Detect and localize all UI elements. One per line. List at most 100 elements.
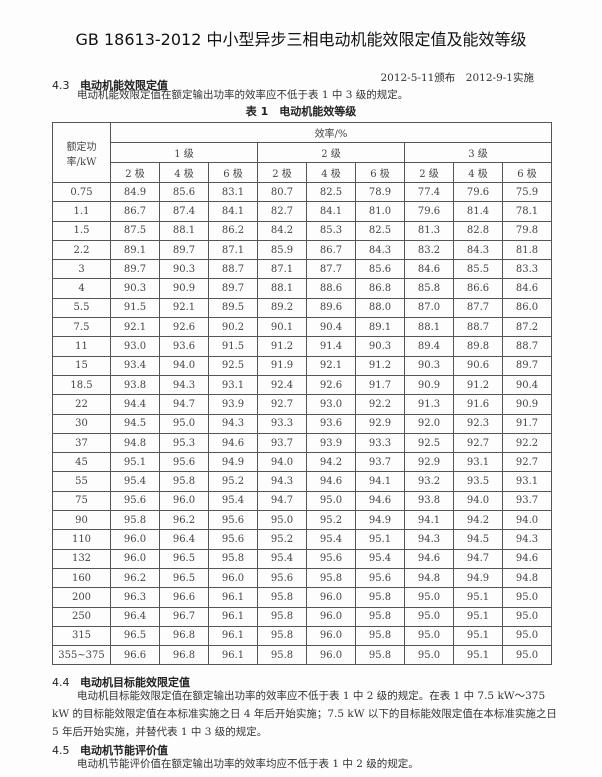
efficiency-cell: 96.6 <box>110 645 160 666</box>
efficiency-cell: 81.8 <box>502 239 552 261</box>
section-4-4-heading: 4.4 电动机目标能效限定值 <box>52 674 190 690</box>
efficiency-cell: 92.5 <box>404 432 454 454</box>
pole-header: 2 极 <box>110 162 160 183</box>
document-title: GB 18613-2012 中小型异步三相电动机能效限定值及能效等级 <box>75 30 527 49</box>
efficiency-cell: 82.7 <box>257 201 307 222</box>
section-4-4-text: 电动机目标能效限定值在额定输出功率的效率应不低于表 1 中 2 级的规定。在表 … <box>52 687 557 741</box>
power-cell: 0.75 <box>52 181 111 203</box>
table-row: 160 96.2 96.5 96.0 95.6 95.8 95.6 94.8 94.9 94.8 <box>52 567 552 589</box>
efficiency-cell: 94.3 <box>404 529 454 550</box>
table-row: 1.5 87.5 88.1 86.2 84.2 85.3 82.5 81.3 82.8 79.8 <box>52 220 552 241</box>
efficiency-cell: 93.7 <box>355 452 405 473</box>
efficiency-cell: 91.7 <box>355 374 405 396</box>
efficiency-cell: 94.3 <box>502 529 552 550</box>
grade-header: 3 级 <box>404 142 552 163</box>
section-number: 4.5 <box>52 744 70 757</box>
power-cell: 110 <box>52 529 111 550</box>
efficiency-cell: 95.2 <box>257 529 307 550</box>
efficiency-cell: 96.7 <box>159 606 209 627</box>
section-4-3-text: 电动机能效限定值在额定输出功率的效率应不低于表 1 中 3 级的规定。 <box>52 86 557 104</box>
power-cell: 75 <box>52 490 111 512</box>
efficiency-cell: 95.6 <box>355 567 405 589</box>
efficiency-cell: 95.6 <box>208 510 258 531</box>
pole-header: 6 极 <box>208 162 258 183</box>
section-number: 4.4 <box>52 676 70 689</box>
efficiency-cell: 81.3 <box>404 220 454 241</box>
efficiency-cell: 96.0 <box>306 587 356 608</box>
efficiency-cell: 96.1 <box>208 625 258 647</box>
efficiency-cell: 94.6 <box>306 471 356 492</box>
efficiency-cell: 96.0 <box>110 529 160 550</box>
efficiency-cell: 89.2 <box>257 297 307 319</box>
efficiency-cell: 94.9 <box>355 510 405 531</box>
efficiency-cell: 88.6 <box>306 278 356 299</box>
efficiency-cell: 96.3 <box>110 587 160 608</box>
table-row: 315 96.5 96.8 96.1 95.8 96.0 95.8 95.0 95.1 95.0 <box>52 625 552 647</box>
power-cell: 37 <box>52 432 111 454</box>
efficiency-cell: 96.0 <box>306 606 356 627</box>
efficiency-cell: 85.9 <box>257 239 307 261</box>
efficiency-cell: 90.3 <box>110 278 160 299</box>
efficiency-cell: 75.9 <box>502 181 552 203</box>
efficiency-cell: 91.5 <box>208 336 258 357</box>
efficiency-cell: 87.5 <box>110 220 160 241</box>
efficiency-cell: 94.5 <box>453 529 503 550</box>
efficiency-cell: 95.0 <box>404 625 454 647</box>
efficiency-cell: 90.9 <box>502 394 552 415</box>
table-row: 22 94.4 94.7 93.9 92.7 93.0 92.2 91.3 91.6 90.9 <box>52 394 552 415</box>
efficiency-cell: 88.1 <box>257 278 307 299</box>
efficiency-cell: 84.3 <box>453 239 503 261</box>
power-cell: 1.5 <box>52 220 111 241</box>
efficiency-cell: 95.8 <box>257 645 307 666</box>
efficiency-cell: 91.3 <box>404 394 454 415</box>
power-cell: 11 <box>52 336 111 357</box>
efficiency-cell: 94.0 <box>159 355 209 376</box>
efficiency-cell: 93.9 <box>306 432 356 454</box>
pole-header: 4 极 <box>453 162 503 183</box>
section-title: 电动机能效限定值 <box>80 79 168 92</box>
efficiency-cell: 95.4 <box>110 471 160 492</box>
efficiency-cell: 94.9 <box>208 452 258 473</box>
row-header: 额定功率/kW <box>52 122 111 183</box>
efficiency-cell: 82.5 <box>306 181 356 203</box>
efficiency-cell: 95.0 <box>502 587 552 608</box>
paragraph: 电动机目标能效限定值在额定输出功率的效率应不低于表 1 中 2 级的规定。在表 … <box>52 690 557 738</box>
efficiency-cell: 95.1 <box>453 606 503 627</box>
efficiency-cell: 96.6 <box>159 587 209 608</box>
efficiency-cell: 93.0 <box>306 394 356 415</box>
efficiency-cell: 89.7 <box>110 259 160 280</box>
grade-header: 2 级 <box>257 142 405 163</box>
efficiency-cell: 95.8 <box>257 587 307 608</box>
efficiency-cell: 87.1 <box>257 259 307 280</box>
efficiency-cell: 92.6 <box>306 374 356 396</box>
power-cell: 2.2 <box>52 239 111 261</box>
power-cell: 5.5 <box>52 297 111 319</box>
efficiency-cell: 95.0 <box>404 587 454 608</box>
efficiency-cell: 89.7 <box>208 278 258 299</box>
table-row: 110 96.0 96.4 95.6 95.2 95.4 95.1 94.3 94.5 94.3 <box>52 529 552 550</box>
section-4-5-text: 电动机节能评价值在额定输出功率的效率均应不低于表 1 中 2 级的规定。 <box>52 755 557 773</box>
efficiency-cell: 95.0 <box>404 645 454 666</box>
efficiency-cell: 89.1 <box>355 317 405 338</box>
efficiency-cell: 94.7 <box>257 490 307 512</box>
efficiency-cell: 95.2 <box>306 510 356 531</box>
efficiency-cell: 94.7 <box>453 548 503 569</box>
efficiency-cell: 95.4 <box>306 529 356 550</box>
efficiency-cell: 95.8 <box>257 606 307 627</box>
table-row: 3 89.7 90.3 88.7 87.1 87.7 85.6 84.6 85.5 83.3 <box>52 259 552 280</box>
efficiency-cell: 87.0 <box>404 297 454 319</box>
grade-header: 1 级 <box>110 142 258 163</box>
power-cell: 355~375 <box>52 645 111 666</box>
efficiency-cell: 95.0 <box>257 510 307 531</box>
efficiency-cell: 95.0 <box>502 645 552 666</box>
table-row: 250 96.4 96.7 96.1 95.8 96.0 95.8 95.0 95.1 95.0 <box>52 606 552 627</box>
efficiency-cell: 82.8 <box>453 220 503 241</box>
efficiency-cell: 96.8 <box>159 625 209 647</box>
table-row: 11 93.0 93.6 91.5 91.2 91.4 90.3 89.4 89.8 88.7 <box>52 336 552 357</box>
efficiency-cell: 95.4 <box>208 490 258 512</box>
efficiency-cell: 90.9 <box>404 374 454 396</box>
power-cell: 315 <box>52 625 111 647</box>
efficiency-cell: 92.5 <box>208 355 258 376</box>
efficiency-cell: 94.9 <box>453 567 503 589</box>
efficiency-cell: 93.3 <box>355 432 405 454</box>
